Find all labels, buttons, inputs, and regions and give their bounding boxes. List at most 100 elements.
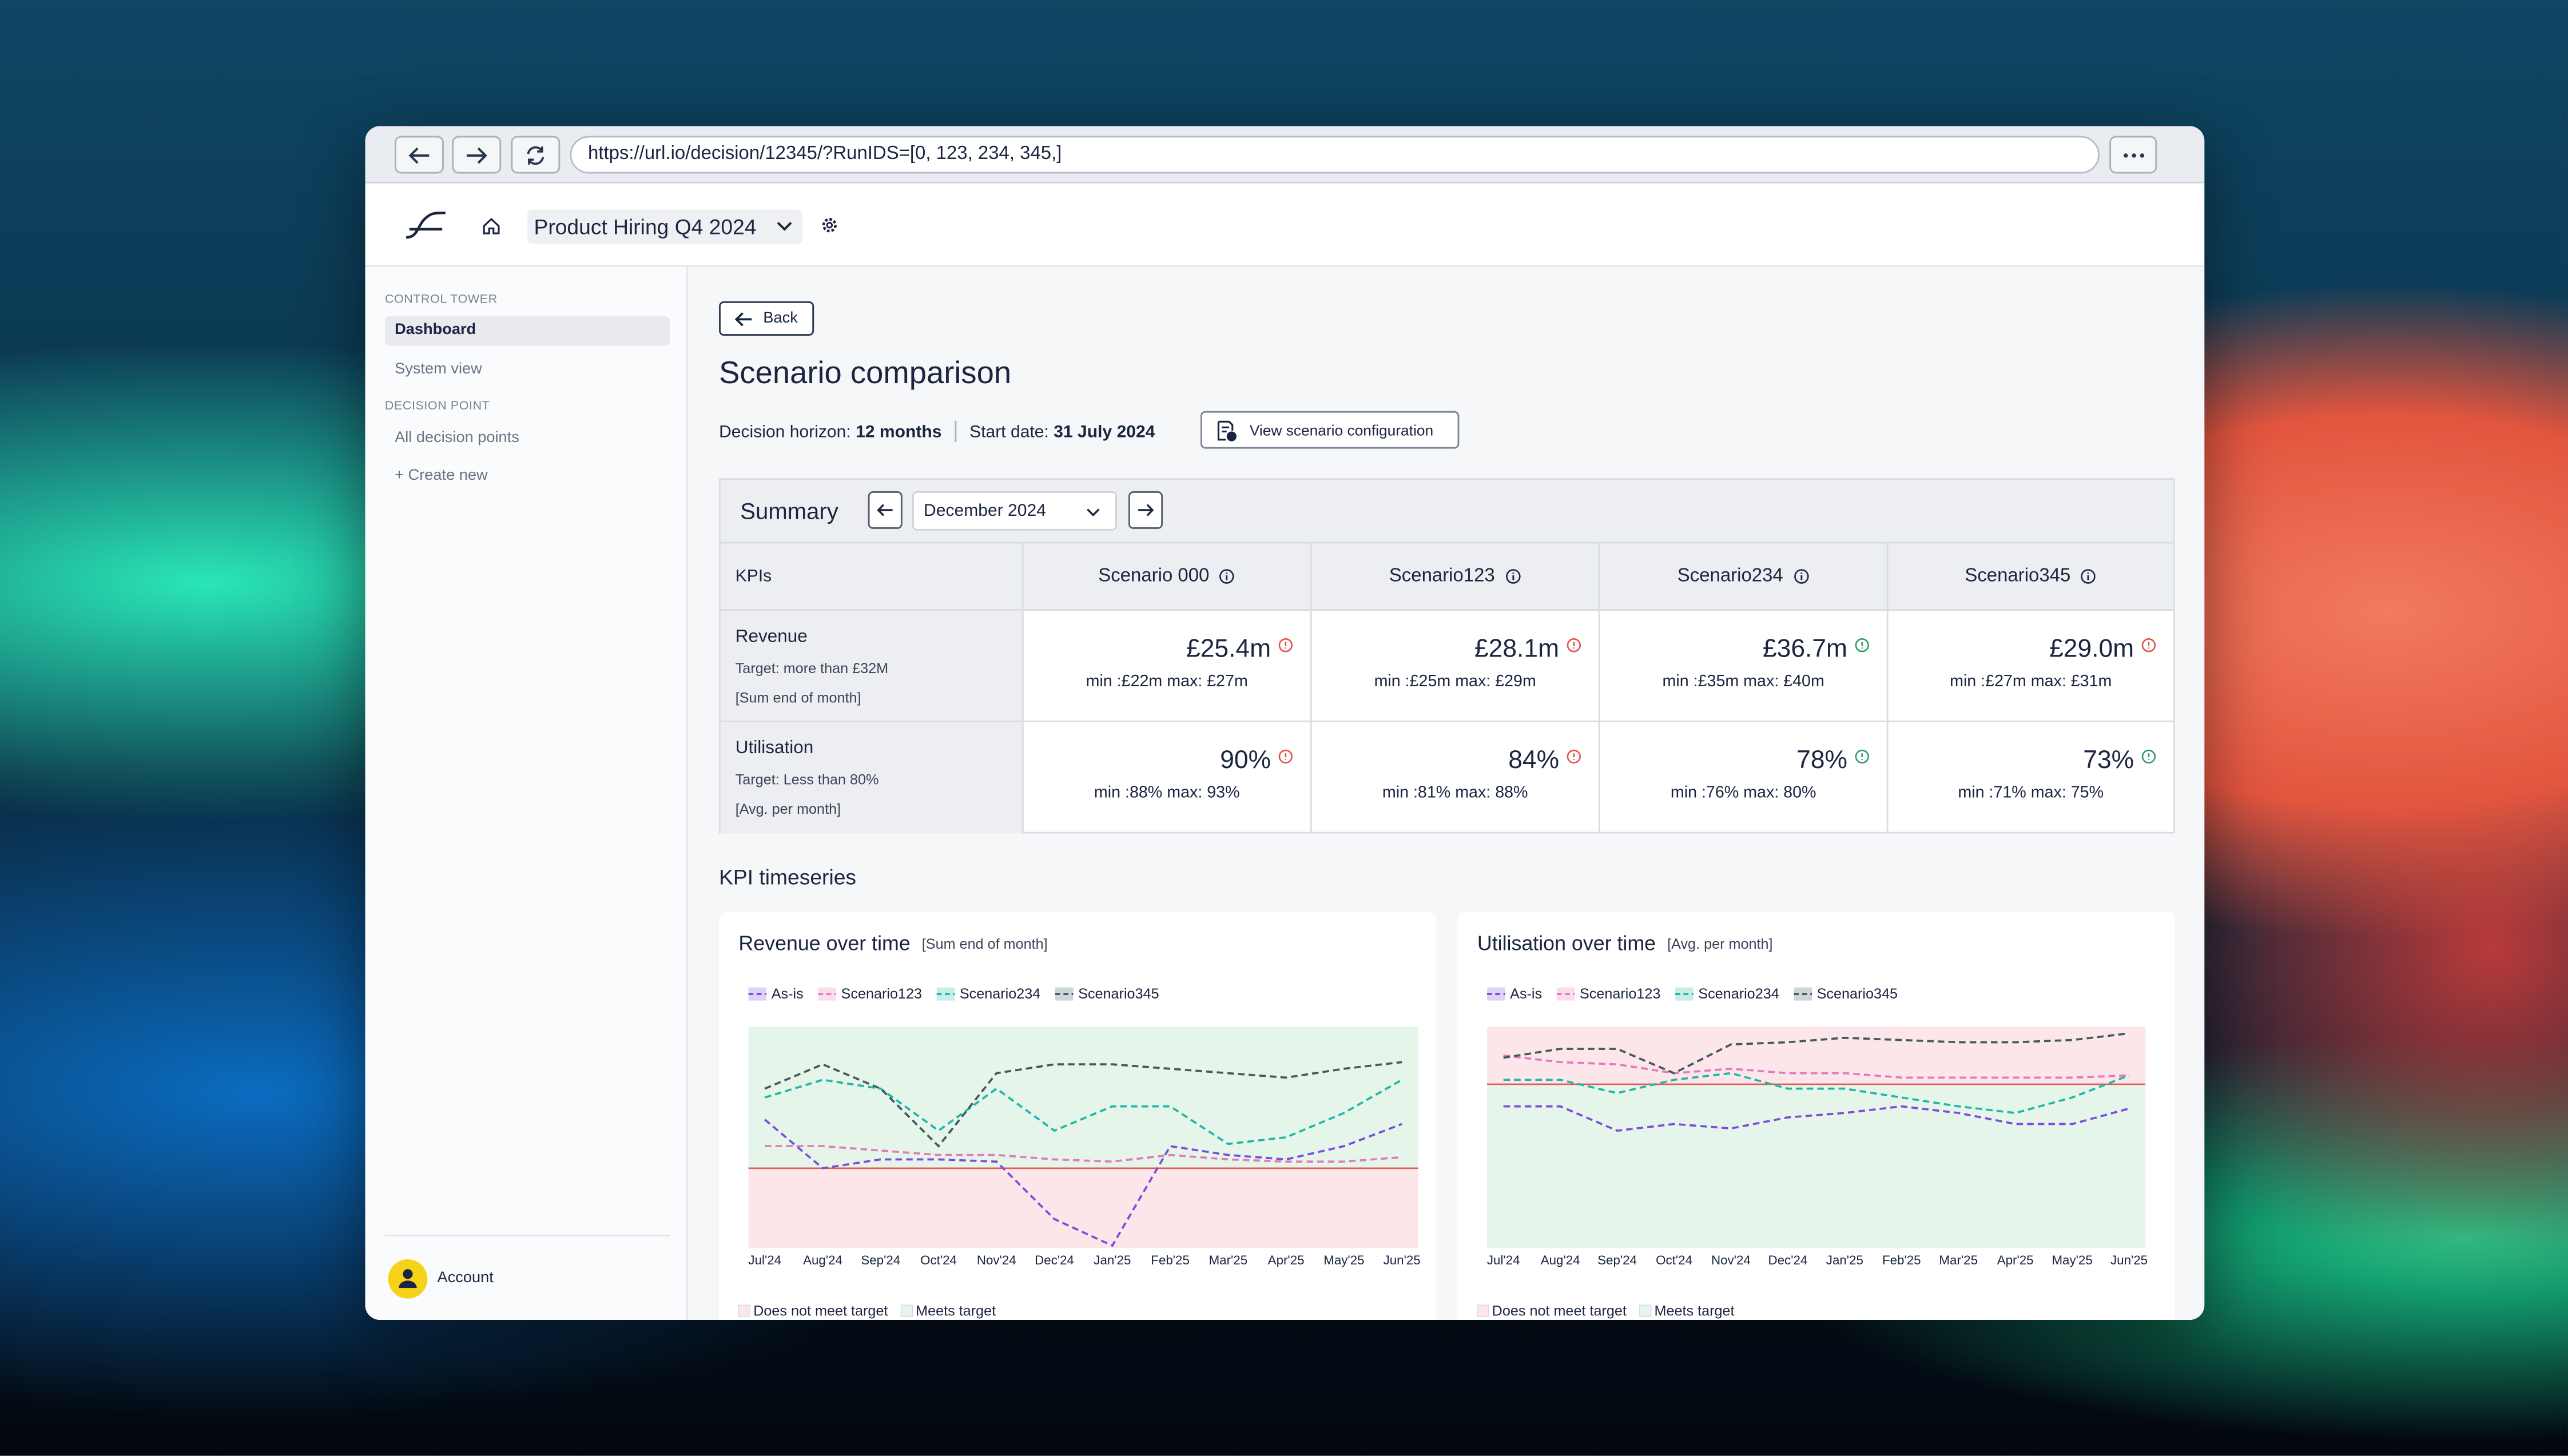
- account-link[interactable]: Account: [437, 1269, 494, 1287]
- info-ring: [1505, 569, 1520, 584]
- status-icon: [1278, 749, 1293, 764]
- status-ring: [2141, 749, 2156, 764]
- kpi-range: min :71% max: 75%: [1958, 784, 2104, 803]
- url-bar[interactable]: https://url.io/decision/12345/?RunIDS=[0…: [570, 136, 2100, 174]
- zone-legend-label: Does not meet target: [1492, 1303, 1627, 1319]
- kpi-range: min :£25m max: £29m: [1374, 673, 1536, 691]
- arrow-right-icon: [467, 146, 487, 163]
- series-line: [764, 1119, 1402, 1247]
- series-line: [764, 1079, 1403, 1145]
- x-tick-label: Jun'25: [2110, 1253, 2148, 1267]
- chart: Utilisation over time [Avg. per month] As-…: [1477, 932, 2148, 1319]
- value-line: £29.0m: [2049, 635, 2157, 665]
- nav-item[interactable]: System view: [395, 360, 482, 379]
- value-cell: 84% min :81% max: 88%: [1312, 722, 1600, 834]
- menu-button[interactable]: [2109, 136, 2157, 174]
- home-icon[interactable]: [482, 216, 501, 236]
- legend-label: Scenario234: [960, 986, 1040, 1002]
- back-link[interactable]: Back: [719, 301, 814, 336]
- project-name: Product Hiring Q4 2024: [534, 214, 757, 240]
- project-selector[interactable]: Product Hiring Q4 2024: [527, 209, 803, 244]
- kpi-cell: Utilisation Target: Less than 80% [Avg. pe…: [720, 722, 1024, 834]
- x-tick-label: May'25: [1323, 1253, 1364, 1267]
- value-cell: 73% min :71% max: 75%: [1889, 722, 2173, 834]
- value-cell: 78% min :76% max: 80%: [1600, 722, 1889, 834]
- info-icon: [2081, 569, 2096, 584]
- value-line: £25.4m: [1186, 635, 1294, 665]
- chevron: [1087, 508, 1100, 517]
- status-ring: [1278, 749, 1293, 764]
- arrow-left-icon: [734, 311, 752, 326]
- forward-button[interactable]: [452, 136, 502, 174]
- section-label: CONTROL TOWER: [384, 291, 498, 307]
- column-header: KPIs: [720, 543, 1024, 611]
- kpi-name: Utilisation: [735, 738, 814, 758]
- avatar[interactable]: [388, 1259, 428, 1299]
- config-button[interactable]: View scenario configuration: [1200, 411, 1460, 449]
- status-ring: [1567, 638, 1581, 653]
- legend-label: Scenario234: [1698, 986, 1779, 1002]
- x-tick-label: Feb'25: [1882, 1253, 1921, 1267]
- refresh-button[interactable]: [511, 136, 560, 174]
- kpi-range: min :76% max: 80%: [1670, 784, 1816, 803]
- separator: [955, 420, 957, 443]
- kpi-value: £28.1m: [1474, 635, 1560, 663]
- kpi-value: £29.0m: [2049, 635, 2134, 663]
- meta-line: Decision horizon: 12 months Start date: …: [719, 420, 1155, 443]
- kpi-cell: Revenue Target: more than £32M [Sum end of…: [720, 611, 1024, 722]
- status-ring: [1855, 638, 1869, 653]
- x-tick-label: Mar'25: [1939, 1253, 1978, 1267]
- chevron-icon: [1087, 508, 1100, 517]
- x-tick-label: Oct'24: [1656, 1253, 1692, 1267]
- logo: [406, 211, 446, 239]
- x-tick-label: Nov'24: [1711, 1253, 1751, 1267]
- sidebar: Account CONTROL TOWER Dashboard System vie…: [365, 266, 688, 1320]
- target-zone: [748, 1168, 1418, 1248]
- divider: [384, 1235, 670, 1236]
- x-tick-label: Aug'24: [1541, 1253, 1580, 1267]
- horizon-value: 12 months: [856, 421, 942, 441]
- column-header: Scenario234: [1600, 543, 1889, 611]
- x-tick-label: Nov'24: [977, 1253, 1016, 1267]
- status-ring: [1855, 749, 1869, 764]
- nav-item[interactable]: + Create new: [395, 467, 488, 485]
- kpi-value: 90%: [1220, 746, 1271, 775]
- value-line: 73%: [2083, 747, 2157, 777]
- back-button[interactable]: [395, 136, 444, 174]
- month-dropdown[interactable]: December 2024: [912, 491, 1117, 531]
- info-icon: [1505, 569, 1520, 584]
- info-ring: [1794, 569, 1808, 584]
- start-label: Start date:: [969, 421, 1049, 441]
- status-icon: [1567, 638, 1581, 653]
- zone-legend-swatch: [1477, 1304, 1489, 1317]
- value-line: 90%: [1220, 747, 1294, 777]
- kpi-name: Revenue: [735, 627, 808, 647]
- document-icon: [1217, 420, 1237, 441]
- status-ring: [1567, 749, 1581, 764]
- nav-item[interactable]: Dashboard: [384, 316, 670, 346]
- zone-legend-swatch: [900, 1304, 913, 1317]
- month-arrow[interactable]: [1128, 491, 1163, 529]
- month-arrow[interactable]: [868, 491, 903, 529]
- settings-icon[interactable]: [821, 216, 838, 234]
- status-icon: [2141, 638, 2156, 653]
- column-header: Scenario123: [1311, 543, 1600, 611]
- kpi-range: min :81% max: 88%: [1382, 784, 1528, 803]
- nav-item[interactable]: All decision points: [395, 429, 519, 447]
- kpi-range: min :£27m max: £31m: [1950, 673, 2112, 691]
- x-tick-label: Jun'25: [1384, 1253, 1421, 1267]
- kpi-range: min :£22m max: £27m: [1086, 673, 1248, 691]
- value-line: 78%: [1796, 747, 1870, 777]
- zone-legend-label: Meets target: [916, 1303, 996, 1319]
- chart-subtitle: [Sum end of month]: [922, 936, 1048, 952]
- x-tick-label: Dec'24: [1768, 1253, 1807, 1267]
- series-line: [764, 1061, 1402, 1148]
- kpi-range: min :88% max: 93%: [1094, 784, 1240, 803]
- refresh-icon: [527, 145, 544, 164]
- zone-legend-label: Meets target: [1655, 1303, 1735, 1319]
- legend-label: As-is: [772, 986, 804, 1002]
- more-icon: [2122, 152, 2144, 157]
- table-toolbar: Summary December 2024: [720, 480, 2173, 544]
- target-zone: [748, 1027, 1418, 1168]
